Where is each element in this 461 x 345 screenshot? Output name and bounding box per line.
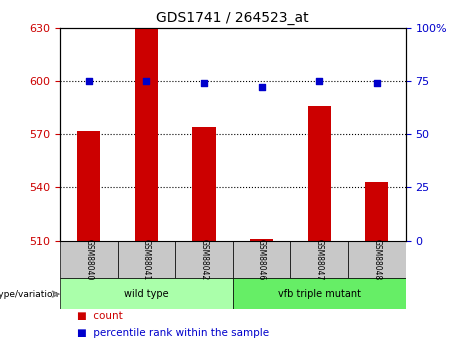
Bar xyxy=(135,28,158,241)
Point xyxy=(258,85,266,90)
Bar xyxy=(60,278,233,309)
Bar xyxy=(348,241,406,278)
Text: GSM88047: GSM88047 xyxy=(315,239,324,280)
Text: GSM88041: GSM88041 xyxy=(142,239,151,280)
Text: wild type: wild type xyxy=(124,289,169,299)
Point xyxy=(200,80,207,86)
Point xyxy=(315,78,323,83)
Bar xyxy=(365,182,388,241)
Text: ■  percentile rank within the sample: ■ percentile rank within the sample xyxy=(77,328,269,338)
Text: GSM88048: GSM88048 xyxy=(372,239,381,280)
Text: GSM88046: GSM88046 xyxy=(257,239,266,280)
Bar xyxy=(233,278,406,309)
Bar xyxy=(77,131,100,241)
Bar xyxy=(175,241,233,278)
Bar xyxy=(118,241,175,278)
Bar xyxy=(233,241,290,278)
Point xyxy=(85,78,92,83)
Bar xyxy=(250,239,273,241)
Text: vfb triple mutant: vfb triple mutant xyxy=(278,289,361,299)
Bar xyxy=(60,241,118,278)
Bar xyxy=(290,241,348,278)
Text: genotype/variation: genotype/variation xyxy=(0,289,59,299)
Point xyxy=(373,80,381,86)
Text: GSM88040: GSM88040 xyxy=(84,239,93,280)
Title: GDS1741 / 264523_at: GDS1741 / 264523_at xyxy=(156,11,309,25)
Bar xyxy=(308,106,331,241)
Point xyxy=(142,78,150,83)
Text: GSM88042: GSM88042 xyxy=(200,239,208,280)
Text: ■  count: ■ count xyxy=(77,310,123,321)
Bar xyxy=(193,127,216,241)
